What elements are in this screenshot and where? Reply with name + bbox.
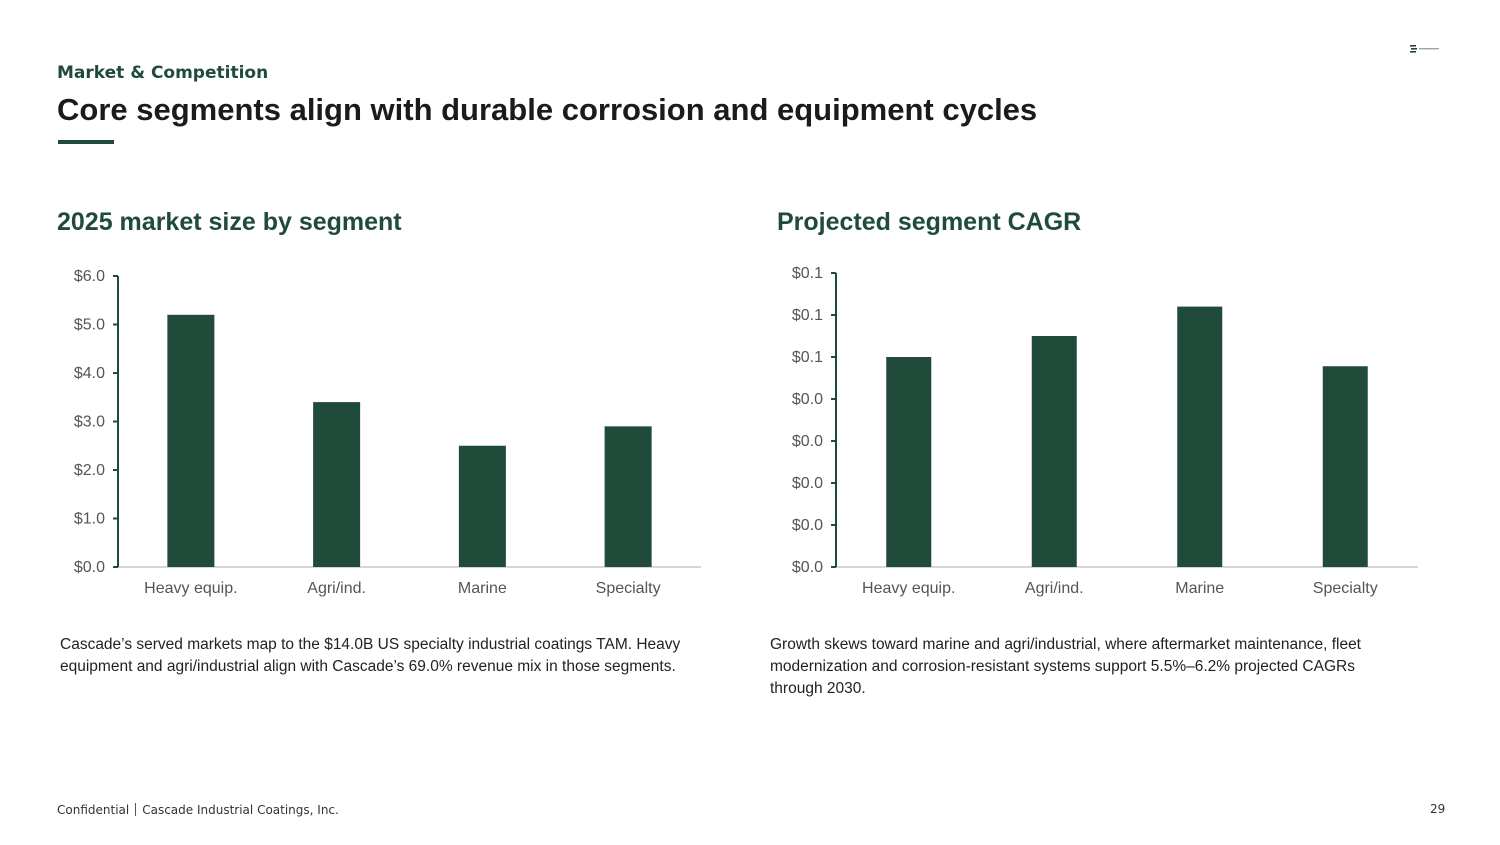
- x-tick-label: Heavy equip.: [144, 580, 237, 597]
- bar-specialty: [1322, 366, 1368, 567]
- y-tick-label: $6.0: [74, 268, 105, 285]
- market-size-bar-chart: $0.0 $1.0 $2.0 $3.0 $4.0 $5.0 $6.0 Heavy equip.…: [74, 268, 701, 597]
- bar-marine: [1177, 306, 1223, 567]
- y-tick-label: $0.0: [792, 391, 823, 408]
- y-tick-label: $3.0: [74, 414, 105, 431]
- x-tick-label: Agri/ind.: [307, 580, 366, 597]
- y-tick-label: $0.1: [792, 265, 823, 282]
- x-tick-label: Heavy equip.: [862, 580, 955, 597]
- x-tick-label: Marine: [1175, 580, 1224, 597]
- market-size-caption: Cascade’s served markets map to the $14.…: [60, 636, 681, 675]
- x-tick-label: Specialty: [1313, 580, 1378, 597]
- y-tick-label: $2.0: [74, 462, 105, 479]
- footer-divider: [135, 803, 137, 816]
- bar-heavy-equip: [167, 314, 215, 567]
- x-tick-label: Specialty: [596, 580, 661, 597]
- x-tick-label: Agri/ind.: [1025, 580, 1084, 597]
- footer-company: Cascade Industrial Coatings, Inc.: [142, 803, 339, 817]
- bar-agri-ind: [1031, 336, 1077, 567]
- bar-heavy-equip: [886, 357, 932, 567]
- y-tick-label: $0.0: [792, 433, 823, 450]
- x-tick-label: Marine: [458, 580, 507, 597]
- y-tick-label: $0.0: [792, 475, 823, 492]
- y-tick-label: $0.1: [792, 307, 823, 324]
- section-label: Market & Competition: [57, 63, 269, 83]
- cagr-caption: Growth skews toward marine and agri/indu…: [770, 636, 1361, 697]
- page-number: 29: [1430, 802, 1446, 816]
- chart-title-market-size: 2025 market size by segment: [57, 208, 402, 236]
- cagr-bar-chart: $0.0 $0.0 $0.0 $0.0 $0.0 $0.1 $0.1 $0.1 Heavy eq…: [792, 265, 1418, 597]
- cascade-logo-icon: [1410, 45, 1439, 53]
- y-tick-label: $5.0: [74, 317, 105, 334]
- y-tick-label: $1.0: [74, 511, 105, 528]
- y-tick-label: $0.1: [792, 349, 823, 366]
- title-underline: [58, 140, 114, 144]
- y-tick-label: $0.0: [792, 517, 823, 534]
- bar-marine: [458, 445, 506, 567]
- footer: Confidential Cascade Industrial Coatings,…: [57, 803, 339, 817]
- chart-title-cagr: Projected segment CAGR: [777, 208, 1082, 236]
- y-tick-label: $4.0: [74, 365, 105, 382]
- y-tick-label: $0.0: [74, 559, 105, 576]
- page-title: Core segments align with durable corrosi…: [57, 92, 1038, 127]
- y-tick-label: $0.0: [792, 559, 823, 576]
- bar-specialty: [604, 426, 652, 567]
- bar-agri-ind: [313, 402, 361, 567]
- footer-confidential: Confidential: [57, 803, 130, 817]
